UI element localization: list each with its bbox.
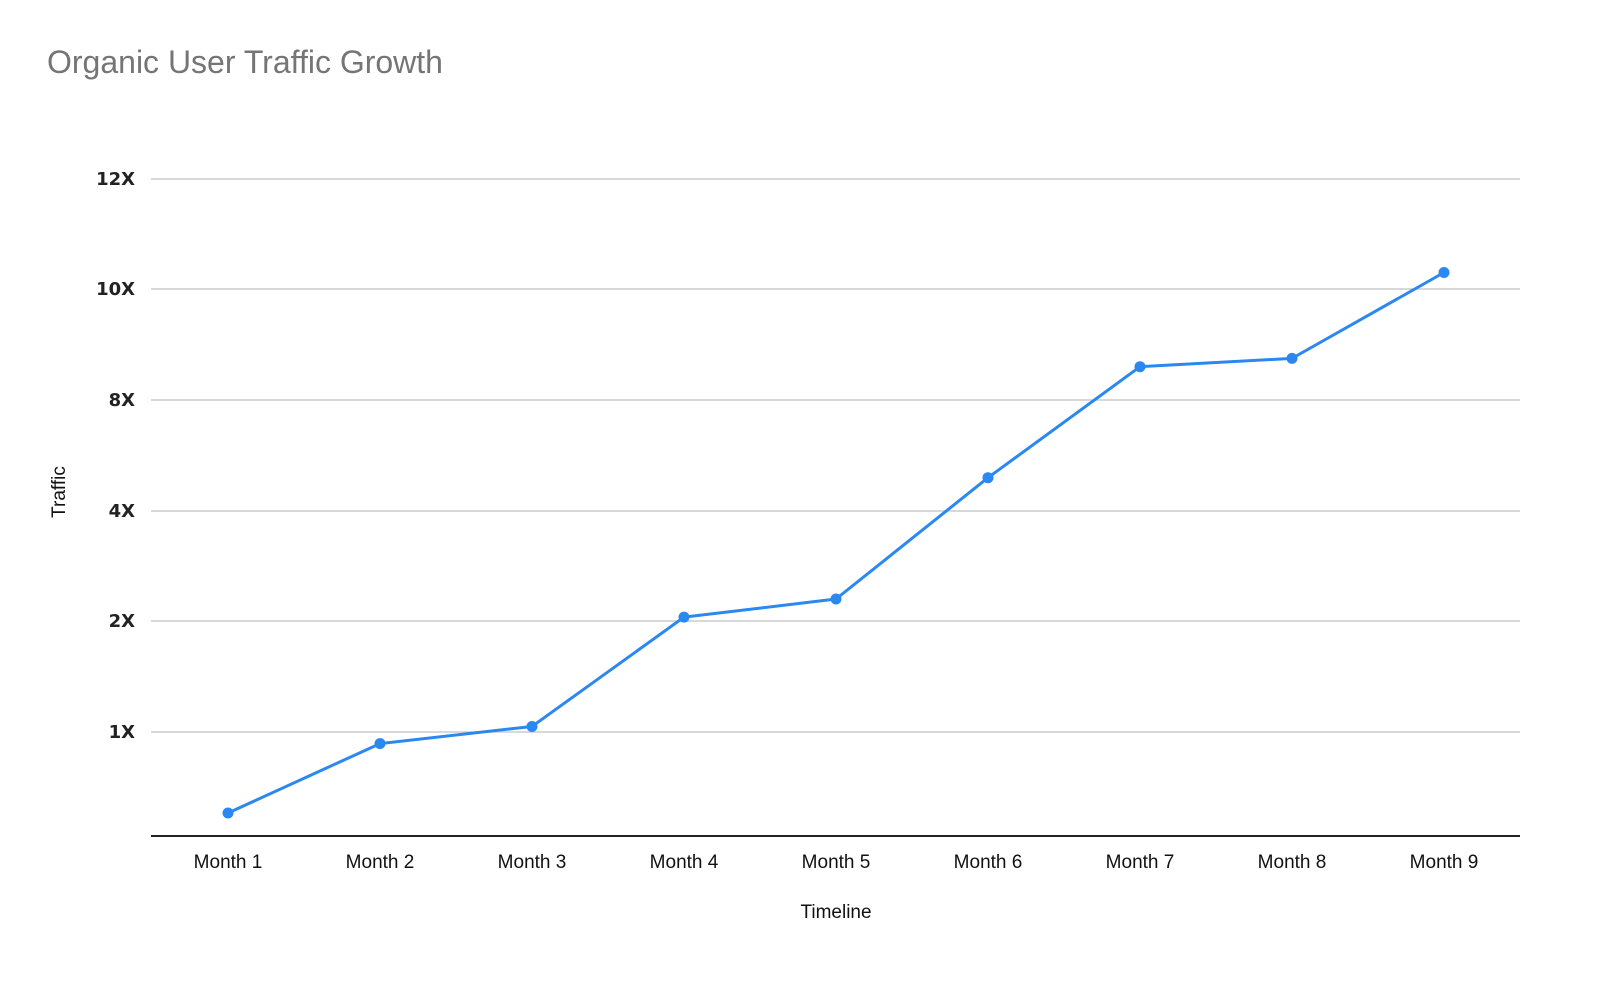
x-tick-label: Month 8 — [1258, 852, 1327, 873]
y-tick-label: 10X — [96, 279, 135, 300]
x-tick-label: Month 5 — [802, 852, 871, 873]
x-tick-label: Month 2 — [346, 852, 415, 873]
x-axis-label: Timeline — [800, 902, 871, 923]
x-tick-label: Month 7 — [1106, 852, 1175, 873]
gridlines — [151, 178, 1520, 733]
x-tick-label: Month 4 — [650, 852, 719, 873]
y-tick-label: 12X — [96, 169, 135, 190]
data-point-marker[interactable] — [1438, 267, 1450, 278]
data-point-marker[interactable] — [222, 807, 234, 819]
x-tick-label: Month 6 — [954, 852, 1023, 873]
data-point-marker[interactable] — [526, 720, 538, 732]
x-axis-ticks: Month 1 Month 2 Month 3 Month 4 Month 5 Month… — [194, 852, 1479, 873]
series-traffic — [222, 267, 1450, 819]
data-point-marker[interactable] — [830, 593, 842, 605]
data-point-marker[interactable] — [1134, 361, 1146, 373]
data-point-marker[interactable] — [374, 738, 386, 750]
y-tick-label: 1X — [109, 722, 136, 743]
data-point-marker[interactable] — [1286, 352, 1298, 364]
x-tick-label: Month 3 — [498, 852, 567, 873]
chart-title: Organic User Traffic Growth — [47, 44, 443, 80]
x-tick-label: Month 9 — [1410, 852, 1479, 873]
y-tick-label: 4X — [109, 501, 136, 522]
data-point-marker[interactable] — [982, 472, 994, 484]
y-axis-ticks: 1X 2X 4X 8X 10X 12X — [96, 169, 135, 743]
x-tick-label: Month 1 — [194, 852, 263, 873]
y-tick-label: 8X — [109, 390, 136, 411]
y-axis-label: Traffic — [49, 466, 70, 518]
data-point-marker[interactable] — [678, 611, 690, 623]
y-tick-label: 2X — [109, 611, 136, 632]
